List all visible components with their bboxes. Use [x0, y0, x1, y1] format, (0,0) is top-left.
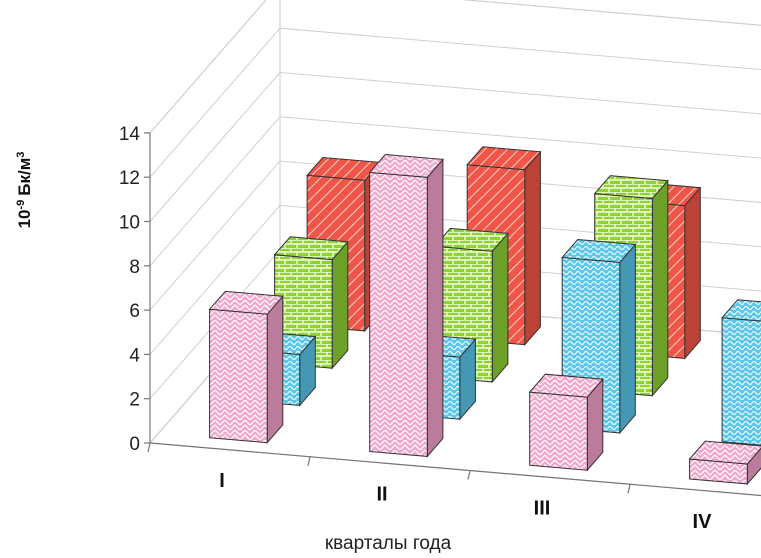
bar-top-face	[368, 153, 444, 178]
bar-side-face	[426, 158, 444, 458]
chart-bars	[208, 146, 761, 486]
category-label: I	[219, 470, 225, 492]
category-label: IV	[693, 511, 713, 533]
x-tick-mark	[147, 442, 151, 453]
x-tick-mark	[627, 484, 631, 494]
bar-side-face	[491, 232, 509, 384]
bar-2015-II	[368, 153, 444, 458]
bar-2015-III	[528, 373, 604, 472]
bar-top-face	[466, 146, 542, 171]
bar-side-face	[266, 294, 284, 445]
gridline	[149, 27, 761, 178]
y-axis-label-unit-exp: 3	[15, 152, 27, 158]
y-axis-label-exp: -9	[15, 200, 27, 210]
bar-top-face	[528, 373, 604, 398]
bar-top-face	[688, 440, 761, 465]
y-tick-label: 10	[119, 213, 140, 234]
y-tick-label: 2	[129, 390, 140, 411]
bar-front-face	[529, 391, 588, 471]
y-tick-label: 4	[129, 345, 140, 366]
y-tick-label: 0	[129, 434, 140, 455]
y-axis-label-unit: Бк/м	[15, 158, 34, 196]
gridline	[149, 71, 761, 222]
x-tick-mark	[307, 456, 311, 466]
gridline	[149, 204, 761, 355]
bar-side-face	[524, 150, 541, 347]
gridline	[149, 116, 761, 267]
bar-side-face	[651, 179, 669, 398]
y-tick-label: 8	[129, 257, 140, 278]
bar-side-face	[331, 240, 349, 370]
category-label: III	[534, 497, 551, 519]
bar-top-face	[273, 236, 349, 261]
bar-2014-IV	[721, 299, 761, 446]
bar-side-face	[684, 186, 701, 360]
bar-front-face	[369, 171, 428, 457]
x-axis-line	[149, 442, 761, 497]
bar-top-face	[433, 227, 509, 252]
y-axis-label: 10-9 Бк/м3	[15, 152, 34, 229]
y-axis-label-base: 10	[15, 210, 34, 229]
y-tick-label: 6	[129, 301, 140, 322]
x-axis-label: кварталы года	[325, 533, 452, 554]
y-tick-label: 14	[119, 124, 141, 145]
x-tick-mark	[467, 470, 471, 480]
bar-2015-IV	[688, 440, 761, 486]
bar-top-face	[593, 175, 669, 200]
bar-side-face	[619, 243, 636, 435]
bar-front-face	[721, 317, 761, 446]
chart-axes: 02468101214IIIIIIIV2012201320142015	[119, 124, 761, 533]
category-label: II	[376, 484, 387, 506]
bar-top-face	[561, 238, 637, 263]
bar-top-face	[208, 290, 284, 315]
bar-2015-I	[208, 290, 284, 445]
gridline	[149, 160, 761, 311]
bar-front-face	[209, 308, 268, 444]
y-tick-label: 12	[119, 168, 140, 189]
gridline	[149, 0, 761, 134]
